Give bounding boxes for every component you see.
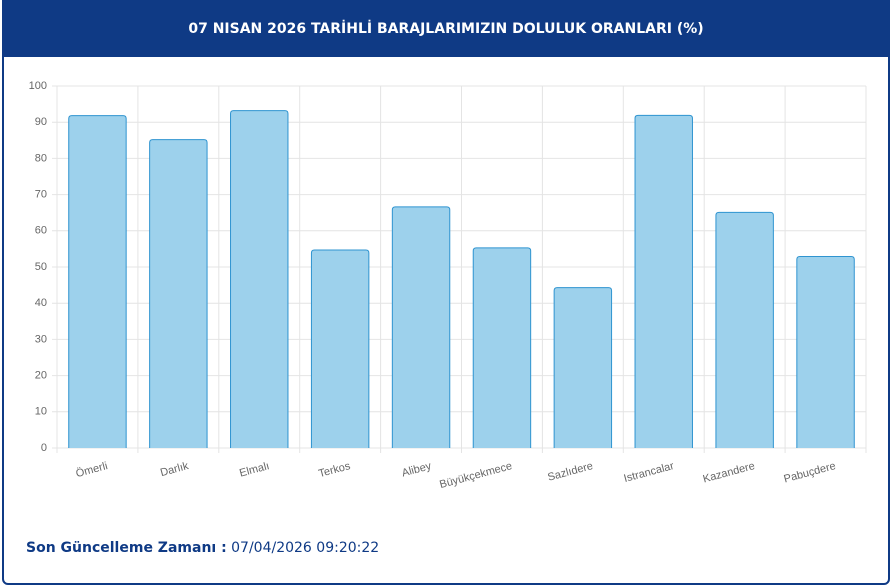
bar	[553, 287, 613, 448]
y-tick-label: 20	[35, 370, 47, 382]
y-tick-label: 100	[29, 80, 47, 92]
bar	[149, 139, 208, 448]
y-tick-label: 30	[35, 333, 47, 345]
y-tick-label: 60	[35, 225, 47, 237]
x-tick-label: Pabuçdere	[783, 460, 838, 485]
bar	[715, 211, 774, 448]
x-tick-label: Büyükçekmece	[438, 460, 513, 491]
x-tick-label: Darlık	[159, 460, 190, 479]
bar	[796, 256, 855, 448]
x-tick-label: Sazlıdere	[546, 460, 594, 484]
y-tick-label: 40	[35, 297, 47, 309]
chart-title: 07 NISAN 2026 TARİHLİ BARAJLARIMIZIN DOL…	[4, 2, 888, 57]
bar	[634, 114, 693, 448]
x-tick-label: Terkos	[317, 460, 352, 480]
y-tick-label: 0	[41, 442, 47, 454]
bar	[310, 249, 370, 448]
y-tick-label: 50	[35, 261, 47, 273]
y-tick-label: 90	[35, 116, 47, 128]
y-tick-label: 10	[35, 406, 47, 418]
y-tick-label: 80	[35, 152, 47, 164]
x-tick-label: Ömerli	[75, 460, 109, 480]
x-tick-label: Kazandere	[702, 460, 757, 485]
bar	[391, 206, 451, 448]
bar	[230, 110, 289, 448]
bar	[68, 115, 127, 448]
bar	[472, 247, 532, 448]
y-tick-label: 70	[35, 189, 47, 201]
footer-value: 07/04/2026 09:20:22	[231, 540, 380, 556]
x-tick-label: Alibey	[401, 460, 434, 479]
x-tick-label: Istrancalar	[623, 460, 676, 485]
footer-label: Son Güncelleme Zamanı :	[26, 540, 227, 556]
x-tick-label: Elmalı	[238, 460, 271, 480]
footer: Son Güncelleme Zamanı : 07/04/2026 09:20…	[26, 540, 379, 556]
